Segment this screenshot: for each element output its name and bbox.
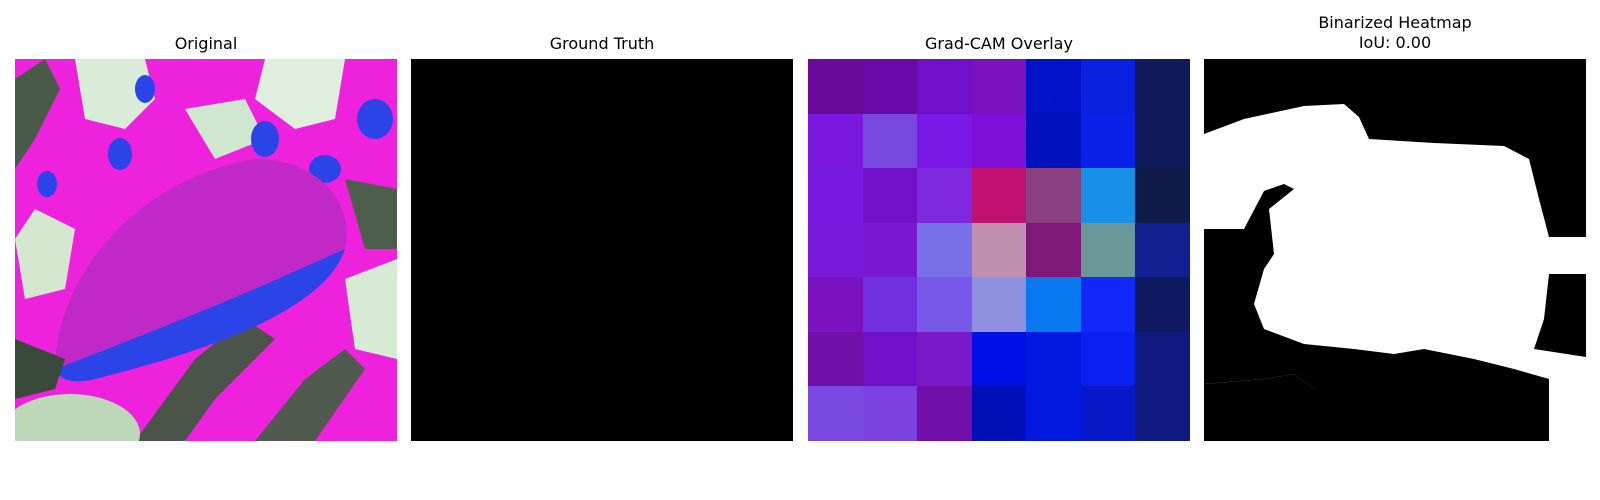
binarized-heatmap-art xyxy=(1204,59,1586,441)
gradcam-cell xyxy=(1081,168,1135,223)
gradcam-cell xyxy=(863,277,917,332)
gradcam-grid xyxy=(808,59,1190,441)
ground-truth-mask xyxy=(411,59,793,441)
gradcam-cell xyxy=(1081,277,1135,332)
binarized-heatmap-title: Binarized Heatmap IoU: 0.00 xyxy=(1318,13,1472,52)
gradcam-cell xyxy=(863,223,917,277)
gradcam-cell xyxy=(808,59,863,114)
gradcam-cell xyxy=(1135,277,1190,332)
gradcam-cell xyxy=(1135,332,1190,386)
gradcam-cell xyxy=(972,277,1026,332)
gradcam-cell xyxy=(1026,332,1081,386)
gradcam-cell xyxy=(863,59,917,114)
gradcam-cell xyxy=(1026,59,1081,114)
gradcam-overlay-image xyxy=(808,59,1190,441)
original-title: Original xyxy=(174,34,238,53)
gradcam-cell xyxy=(808,168,863,223)
gradcam-cell xyxy=(1081,223,1135,277)
gradcam-cell xyxy=(1081,114,1135,168)
ground-truth-art xyxy=(411,59,793,441)
ground-truth-title: Ground Truth xyxy=(549,34,655,53)
gradcam-cell xyxy=(808,223,863,277)
gradcam-cell xyxy=(917,223,972,277)
gradcam-cell xyxy=(1135,168,1190,223)
gradcam-cell xyxy=(808,114,863,168)
original-image-art xyxy=(15,59,397,441)
gradcam-cell xyxy=(863,332,917,386)
binarized-heatmap-image xyxy=(1204,59,1586,441)
gradcam-cell xyxy=(972,114,1026,168)
gradcam-cell xyxy=(1026,386,1081,441)
gradcam-cell xyxy=(972,223,1026,277)
gradcam-cell xyxy=(1081,332,1135,386)
gradcam-cell xyxy=(1135,223,1190,277)
gradcam-cell xyxy=(1081,386,1135,441)
gradcam-cell xyxy=(808,277,863,332)
gradcam-cell xyxy=(1026,168,1081,223)
gradcam-cell xyxy=(1135,386,1190,441)
gradcam-cell xyxy=(917,168,972,223)
gradcam-cell xyxy=(972,386,1026,441)
gradcam-cell xyxy=(1135,114,1190,168)
gradcam-cell xyxy=(917,277,972,332)
gradcam-cell xyxy=(863,168,917,223)
gradcam-cell xyxy=(972,168,1026,223)
gradcam-cell xyxy=(972,332,1026,386)
gradcam-cell xyxy=(917,114,972,168)
gradcam-cell xyxy=(1026,223,1081,277)
gradcam-cell xyxy=(808,386,863,441)
original-image xyxy=(15,59,397,441)
gradcam-cell xyxy=(917,332,972,386)
gradcam-cell xyxy=(863,114,917,168)
gradcam-cell xyxy=(917,386,972,441)
gradcam-cell xyxy=(1081,59,1135,114)
gradcam-cell xyxy=(917,59,972,114)
gradcam-cell xyxy=(1135,59,1190,114)
gradcam-cell xyxy=(808,332,863,386)
gradcam-cell xyxy=(1026,114,1081,168)
gradcam-cell xyxy=(972,59,1026,114)
gradcam-cell xyxy=(863,386,917,441)
gradcam-cell xyxy=(1026,277,1081,332)
gradcam-overlay-title: Grad-CAM Overlay xyxy=(925,34,1073,53)
